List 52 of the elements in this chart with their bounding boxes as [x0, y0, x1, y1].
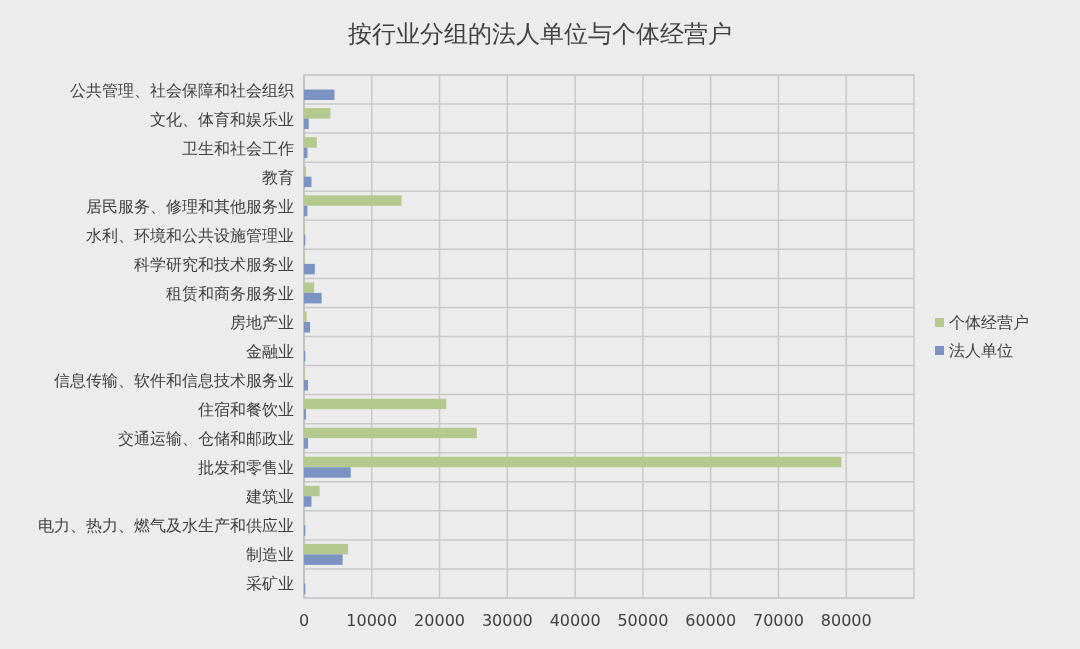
- y-tick-label: 金融业: [246, 342, 294, 362]
- y-tick-label: 制造业: [246, 545, 294, 565]
- x-tick-label: 10000: [346, 611, 398, 630]
- bar: [304, 137, 317, 148]
- y-tick-label: 科学研究和技术服务业: [134, 254, 294, 274]
- bar: [304, 311, 307, 322]
- bar: [304, 89, 335, 100]
- x-tick-label: 30000: [481, 611, 533, 630]
- y-tick-label: 建筑业: [245, 487, 294, 507]
- y-tick-label: 住宿和餐饮业: [197, 400, 294, 420]
- x-tick-label: 40000: [549, 611, 601, 630]
- y-tick-label: 卫生和社会工作: [182, 138, 294, 158]
- y-tick-label: 公共管理、社会保障和社会组织: [70, 80, 294, 100]
- x-tick-label: 0: [298, 611, 310, 630]
- bar: [304, 409, 307, 420]
- x-tick-label: 70000: [752, 611, 804, 630]
- bar: [304, 398, 447, 410]
- y-tick-label: 批发和零售业: [198, 458, 294, 478]
- y-tick-label: 居民服务、修理和其他服务业: [86, 196, 294, 216]
- bar: [304, 108, 331, 119]
- y-tick-label: 租赁和商务服务业: [166, 283, 294, 303]
- x-tick-label: 50000: [617, 611, 669, 630]
- legend-label: 法人单位: [949, 341, 1013, 360]
- bar: [304, 321, 311, 333]
- y-tick-label: 采矿业: [246, 574, 294, 594]
- y-tick-label: 水利、环境和公共设施管理业: [86, 225, 294, 245]
- bar: [304, 166, 307, 177]
- y-tick-label: 房地产业: [230, 312, 294, 332]
- x-tick-label: 80000: [820, 611, 872, 630]
- bar: [304, 195, 402, 206]
- bar: [304, 176, 312, 188]
- bar: [304, 282, 315, 293]
- bar: [304, 380, 309, 391]
- y-tick-label: 文化、体育和娱乐业: [150, 109, 294, 129]
- chart-title: 按行业分组的法人单位与个体经营户: [348, 20, 732, 48]
- bar: [304, 438, 309, 449]
- bar: [304, 263, 315, 275]
- bar: [304, 485, 320, 497]
- x-tick-label: 60000: [685, 611, 737, 630]
- bar: [304, 118, 309, 130]
- y-tick-label: 信息传输、软件和信息技术服务业: [54, 371, 294, 391]
- bar: [304, 427, 477, 439]
- x-tick-label: 20000: [414, 611, 466, 630]
- y-tick-label: 教育: [262, 167, 294, 187]
- bar: [304, 554, 343, 565]
- y-tick-label: 交通运输、仓储和邮政业: [118, 429, 294, 449]
- bar: [304, 467, 351, 478]
- bar: [304, 496, 312, 507]
- bar: [304, 456, 842, 468]
- bar: [304, 292, 322, 304]
- bar: [304, 543, 349, 555]
- y-tick-label: 电力、热力、燃气及水生产和供应业: [38, 516, 294, 536]
